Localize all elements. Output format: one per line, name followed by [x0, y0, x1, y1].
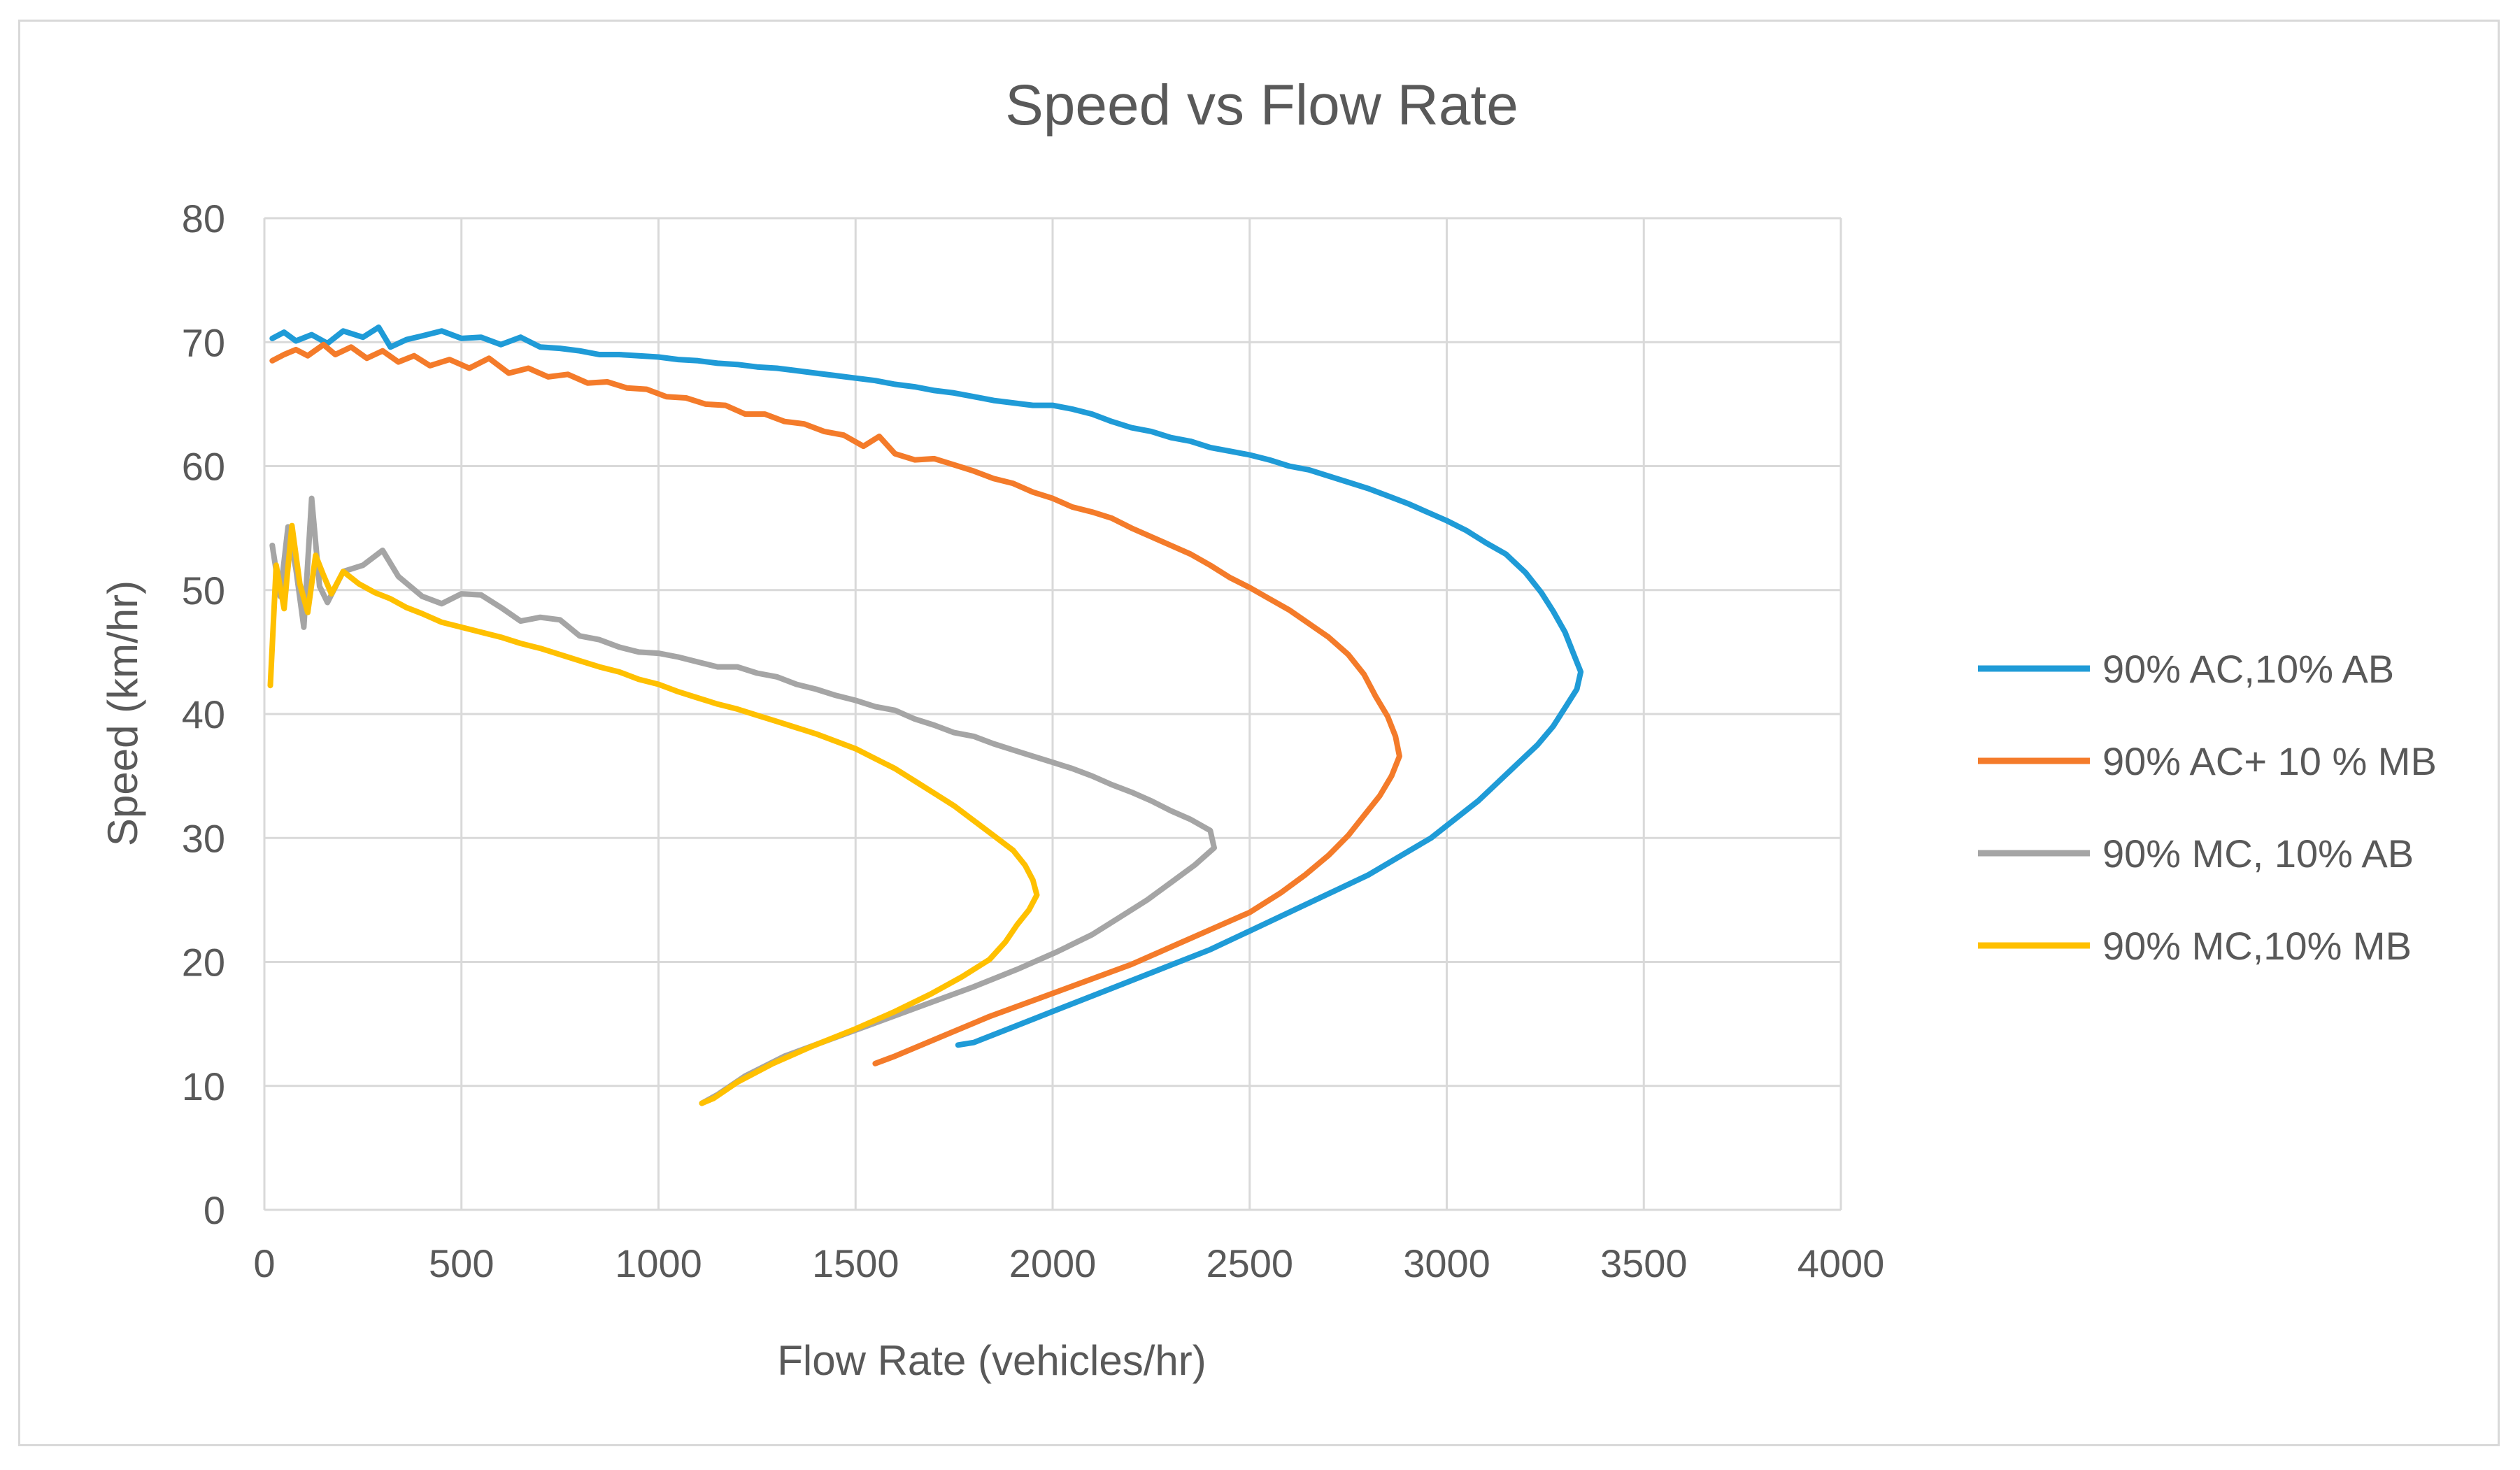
chart-title: Speed vs Flow Rate: [1005, 73, 1518, 137]
y-tick-label: 20: [182, 941, 225, 985]
y-tick-label: 0: [204, 1188, 225, 1232]
series-line-4: [267, 522, 1040, 1106]
x-tick-label: 3500: [1600, 1241, 1688, 1285]
x-tick-label: 2500: [1206, 1241, 1293, 1285]
y-tick-label: 30: [182, 816, 225, 860]
x-tick-label: 500: [429, 1241, 494, 1285]
x-tick-label: 0: [253, 1241, 275, 1285]
x-tick-label: 4000: [1798, 1241, 1885, 1285]
legend-label-1: 90% AC,10% AB: [2102, 647, 2394, 691]
x-tick-label: 1000: [615, 1241, 702, 1285]
chart-frame: [18, 20, 2500, 1446]
y-tick-label: 10: [182, 1064, 225, 1108]
series-line-1: [269, 324, 1584, 1048]
y-tick-label: 50: [182, 569, 225, 613]
y-tick-label: 60: [182, 445, 225, 489]
gridlines: [263, 217, 1842, 1211]
y-axis-label: Speed (km/hr): [99, 580, 146, 846]
legend: 90% AC,10% AB 90% AC+ 10 % MB 90% MC, 10% …: [1978, 647, 2437, 968]
series-line-2: [269, 341, 1402, 1066]
x-tick-label: 3000: [1403, 1241, 1490, 1285]
y-tick-label: 40: [182, 692, 225, 736]
x-axis-label: Flow Rate (vehicles/hr): [777, 1337, 1206, 1384]
x-tick-label: 1500: [812, 1241, 899, 1285]
y-tick-label: 80: [182, 197, 225, 241]
series-line-3: [269, 495, 1217, 1106]
series-lines: [267, 324, 1584, 1106]
legend-label-3: 90% MC, 10% AB: [2102, 832, 2414, 876]
y-tick-label: 70: [182, 320, 225, 364]
legend-label-4: 90% MC,10% MB: [2102, 924, 2412, 968]
x-tick-label: 2000: [1009, 1241, 1097, 1285]
legend-label-2: 90% AC+ 10 % MB: [2102, 739, 2437, 783]
axes: 0 10 20 30 40 50 60 70 80 0 500 1000 1500 2000 2500 300…: [182, 197, 1885, 1285]
